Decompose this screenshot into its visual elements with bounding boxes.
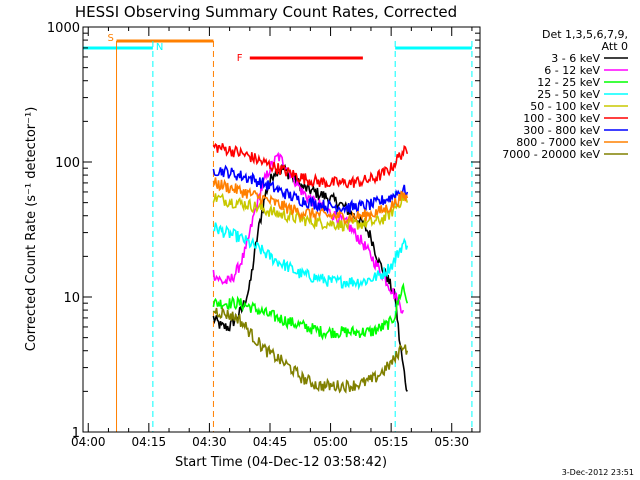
axis-ticks: 04:00 04:15 04:30 04:45 05:00 05:15 05:30 1 10 10… bbox=[47, 21, 480, 449]
attenuator-label: N bbox=[156, 42, 163, 53]
x-tick-label-5: 05:15 bbox=[374, 435, 409, 449]
flare-label: F bbox=[237, 53, 243, 64]
series-line-800-7000keV bbox=[212, 177, 409, 224]
series-line-25-50keV bbox=[213, 222, 409, 291]
chart-title: HESSI Observing Summary Count Rates, Cor… bbox=[75, 3, 457, 21]
x-tick-label-3: 04:45 bbox=[253, 435, 288, 449]
legend-label-3: 25 - 50 keV bbox=[537, 88, 600, 101]
x-tick-label-1: 04:15 bbox=[132, 435, 167, 449]
generation-timestamp: 3-Dec-2012 23:51 bbox=[562, 468, 634, 477]
y-tick-label-1: 10 bbox=[63, 291, 80, 306]
saa-label: S bbox=[108, 33, 114, 44]
series-line-300-800keV bbox=[212, 164, 409, 216]
x-axis-label: Start Time (04-Dec-12 03:58:42) bbox=[175, 455, 387, 470]
legend-label-0: 3 - 6 keV bbox=[551, 52, 600, 65]
legend-header-line-1: Det 1,3,5,6,7,9, bbox=[542, 28, 628, 41]
legend-label-1: 6 - 12 keV bbox=[544, 64, 600, 77]
legend-header-line-2: Att 0 bbox=[602, 40, 628, 53]
legend-label-7: 800 - 7000 keV bbox=[516, 136, 600, 149]
y-axis-label: Corrected Count Rate (s⁻¹ detector⁻¹) bbox=[24, 107, 39, 352]
series-line-12-25keV bbox=[212, 282, 409, 341]
y-tick-label-0: 1 bbox=[72, 426, 80, 441]
legend-label-8: 7000 - 20000 keV bbox=[502, 148, 600, 161]
x-tick-label-6: 05:30 bbox=[434, 435, 469, 449]
y-tick-label-2: 100 bbox=[55, 156, 80, 171]
y-tick-label-3: 1000 bbox=[47, 21, 80, 36]
series-line-6-12keV bbox=[212, 151, 405, 314]
x-tick-label-0: 04:00 bbox=[71, 435, 106, 449]
x-tick-label-4: 05:00 bbox=[313, 435, 348, 449]
legend-label-2: 12 - 25 keV bbox=[537, 76, 600, 89]
plot-frame bbox=[82, 26, 481, 433]
annotation-layer: S N F bbox=[83, 33, 473, 432]
x-tick-label-2: 04:30 bbox=[192, 435, 227, 449]
series-layer bbox=[212, 142, 409, 394]
series-line-7000-20000keV bbox=[212, 306, 409, 394]
series-line-100-300keV bbox=[212, 142, 409, 189]
legend-label-5: 100 - 300 keV bbox=[523, 112, 600, 125]
legend-label-4: 50 - 100 keV bbox=[530, 100, 600, 113]
legend-label-6: 300 - 800 keV bbox=[523, 124, 600, 137]
